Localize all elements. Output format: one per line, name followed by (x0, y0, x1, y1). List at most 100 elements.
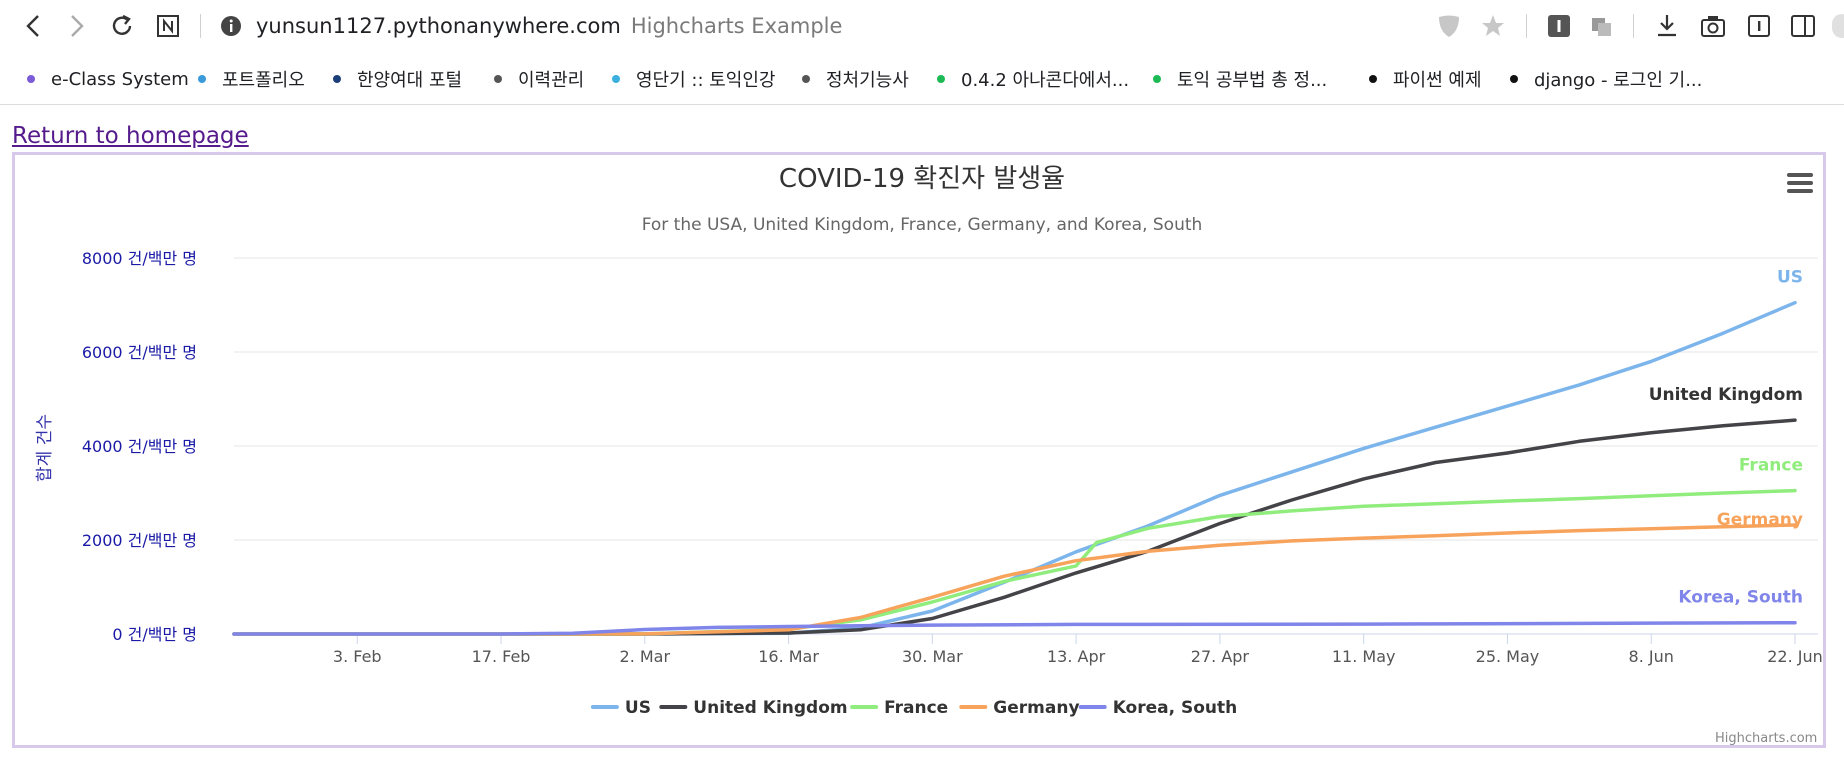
legend-label: United Kingdom (693, 698, 847, 718)
credits-link[interactable]: Highcharts.com (1715, 731, 1818, 746)
bookmark-label: 파이썬 예제 (1393, 70, 1482, 91)
bookmark-dot-icon (802, 75, 810, 83)
toolbar-divider (1633, 14, 1634, 38)
extension-i-button[interactable] (1543, 10, 1575, 42)
bookmark-dot-icon (198, 75, 206, 83)
url-host[interactable]: yunsun1127.pythonanywhere.com (256, 14, 621, 38)
bookmark-item[interactable]: 정처기능사 (802, 67, 909, 91)
y-axis-title: 합계 건수 (35, 414, 55, 482)
series-line-germany (232, 523, 1797, 636)
bookmark-dot-icon (1153, 75, 1161, 83)
bookmark-item[interactable]: 영단기 :: 토익인강 (612, 67, 776, 91)
x-tick-label: 11. May (1332, 647, 1396, 666)
bookmark-label: 한양여대 포털 (357, 70, 463, 91)
legend-label: Korea, South (1113, 698, 1238, 718)
legend-label: US (625, 698, 651, 718)
axes: 0 건/백만 명 2000 건/백만 명 4000 건/백만 명 6000 건/백만 … (82, 249, 1823, 666)
x-tick-label: 3. Feb (333, 647, 382, 666)
toolbar-divider (1526, 14, 1527, 38)
chart-title: COVID-19 확진자 발생율 (779, 164, 1065, 194)
series-end-labels: US United Kingdom France Germany Korea, Sout… (1649, 268, 1803, 608)
extensions-button[interactable] (1586, 10, 1618, 42)
legend-item[interactable]: France (850, 698, 948, 718)
camera-icon (1701, 16, 1725, 37)
bookmark-label: 0.4.2 아나콘다에서... (961, 70, 1130, 91)
bookmark-item[interactable]: 한양여대 포털 (333, 67, 462, 91)
bookmark-dot-icon (333, 75, 341, 83)
back-button[interactable] (18, 10, 50, 42)
x-tick-label: 17. Feb (472, 647, 531, 666)
bookmark-item[interactable]: 토익 공부법 총 정... (1153, 67, 1327, 91)
series-lines (232, 300, 1797, 636)
puzzle-icon (1592, 18, 1611, 36)
bookmark-label: 정처기능사 (826, 70, 909, 91)
bookmark-star-button[interactable] (1477, 10, 1509, 42)
chart-menu-button[interactable] (1787, 173, 1813, 197)
bookmark-label: 포트폴리오 (222, 70, 305, 91)
download-icon (1658, 15, 1676, 37)
sidebar-icon (1791, 15, 1815, 37)
bookmark-item[interactable]: 이력관리 (494, 67, 584, 91)
bookmark-label: django - 로그인 기... (1534, 70, 1703, 91)
profile-avatar[interactable] (1832, 14, 1844, 38)
x-tick-label: 13. Apr (1047, 647, 1106, 666)
x-tick-label: 27. Apr (1191, 647, 1250, 666)
legend: US United Kingdom France Germany Korea, Sout… (590, 698, 1238, 718)
extension-n-icon (157, 15, 179, 37)
bookmark-dot-icon (937, 75, 945, 83)
x-tick-label: 25. May (1476, 647, 1540, 666)
series-end-label: United Kingdom (1649, 385, 1803, 405)
legend-item[interactable]: Korea, South (1078, 698, 1238, 718)
reload-icon (112, 14, 132, 35)
star-icon (1482, 15, 1504, 36)
bookmarks-bar: e-Class System 포트폴리오 한양여대 포털 이력관리 영단기 ::… (0, 53, 1844, 105)
screenshot-button[interactable] (1697, 10, 1729, 42)
series-end-label: US (1777, 268, 1803, 288)
return-homepage-link[interactable]: Return to homepage (12, 123, 249, 149)
bookmark-label: e-Class System (51, 68, 189, 90)
series-end-label: Korea, South (1678, 588, 1803, 608)
forward-button[interactable] (60, 10, 92, 42)
shield-button[interactable] (1433, 10, 1465, 42)
y-tick-label: 0 건/백만 명 (112, 625, 197, 644)
address-bar[interactable]: yunsun1127.pythonanywhere.com Highcharts… (220, 10, 842, 42)
download-button[interactable] (1651, 10, 1683, 42)
bookmark-dot-icon (612, 75, 620, 83)
series-line-united-kingdom (232, 418, 1797, 636)
x-tick-label: 8. Jun (1629, 647, 1674, 666)
x-tick-label: 16. Mar (758, 647, 819, 666)
bookmark-item[interactable]: e-Class System (27, 67, 189, 91)
reader-button[interactable] (1743, 10, 1775, 42)
series-end-label: Germany (1717, 510, 1803, 530)
hamburger-icon (1787, 181, 1813, 185)
bookmark-item[interactable]: django - 로그인 기... (1510, 67, 1702, 91)
y-tick-label: 6000 건/백만 명 (82, 343, 197, 362)
bookmark-dot-icon (1369, 75, 1377, 83)
chart-subtitle: For the USA, United Kingdom, France, Ger… (642, 215, 1203, 235)
legend-item[interactable]: United Kingdom (659, 698, 848, 718)
series-line-korea-south (232, 620, 1797, 636)
bookmark-item[interactable]: 포트폴리오 (198, 67, 305, 91)
bookmark-label: 영단기 :: 토익인강 (636, 70, 776, 91)
hamburger-icon (1787, 189, 1813, 193)
bookmark-item[interactable]: 파이썬 예제 (1369, 67, 1482, 91)
extension-i-icon (1548, 15, 1570, 37)
extension-n-button[interactable] (152, 10, 184, 42)
sidebar-button[interactable] (1787, 10, 1819, 42)
shield-icon (1439, 15, 1459, 37)
reload-button[interactable] (106, 10, 138, 42)
toolbar-divider (200, 14, 201, 38)
series-end-label: France (1739, 456, 1803, 476)
site-info-icon[interactable] (220, 15, 242, 37)
bookmark-dot-icon (1510, 75, 1518, 83)
bookmark-dot-icon (27, 75, 35, 83)
legend-item[interactable]: Germany (959, 698, 1080, 718)
legend-label: Germany (993, 698, 1079, 718)
bookmark-label: 이력관리 (518, 70, 585, 91)
forward-icon (71, 15, 84, 37)
bookmark-item[interactable]: 0.4.2 아나콘다에서... (937, 67, 1129, 91)
legend-item[interactable]: US (590, 698, 651, 718)
series-line-france (232, 488, 1797, 636)
back-icon (26, 15, 39, 37)
